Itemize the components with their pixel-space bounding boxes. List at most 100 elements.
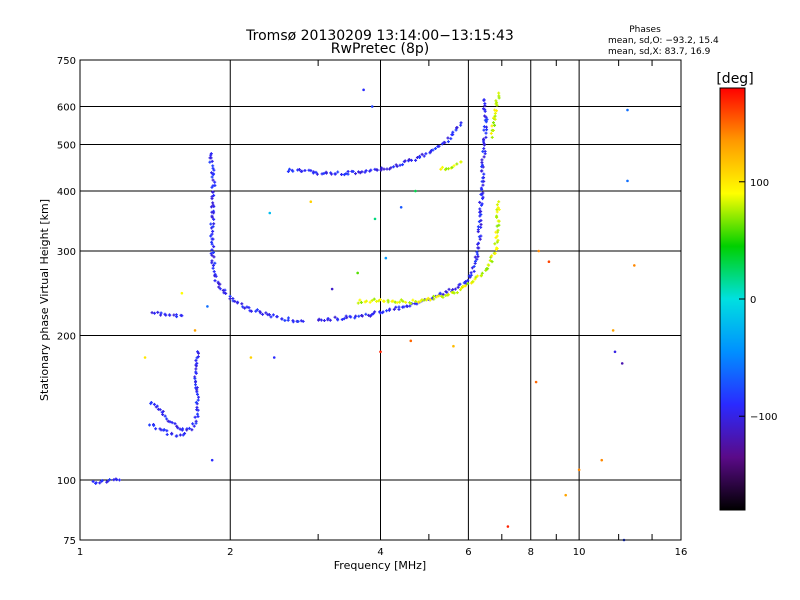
point-o [261, 312, 265, 316]
point-x [390, 299, 394, 303]
point-o [108, 478, 112, 482]
point-o [183, 432, 187, 436]
point-o [397, 305, 401, 309]
point-o [466, 278, 470, 282]
point-x [426, 296, 430, 300]
point-o [370, 313, 374, 317]
point-o [212, 255, 216, 259]
point-o [470, 266, 474, 270]
point-o [211, 166, 215, 170]
point-x [368, 300, 372, 304]
point-o [280, 317, 284, 321]
point-x [490, 135, 494, 139]
point-x [452, 164, 456, 168]
point-o [440, 142, 444, 146]
point-o [212, 222, 216, 226]
point-o [211, 190, 215, 194]
point-o [349, 315, 353, 319]
point-o [155, 404, 159, 408]
point-o [193, 375, 197, 379]
point-x [480, 271, 484, 275]
point-o [381, 310, 385, 314]
point-x [364, 299, 368, 303]
point-o [424, 152, 428, 156]
chart-subtitle: RwPretec (8p) [331, 41, 429, 57]
point-o [392, 165, 396, 169]
point-o [187, 426, 191, 430]
point-o [340, 318, 344, 322]
point-o [441, 292, 445, 296]
point-o [249, 309, 253, 313]
point-o [211, 229, 215, 233]
point-o [172, 313, 176, 317]
scatter-point [210, 458, 214, 462]
point-o [210, 232, 214, 236]
point-o [210, 253, 214, 257]
point-o [480, 165, 484, 169]
point-o [297, 168, 301, 172]
point-x [378, 298, 382, 302]
point-o [385, 167, 389, 171]
point-o [193, 415, 197, 419]
colorbar-tick-label: −100 [750, 412, 777, 423]
point-o [255, 308, 259, 312]
point-x [497, 223, 501, 227]
point-o [212, 194, 216, 198]
point-o [301, 319, 305, 323]
point-x [455, 291, 459, 295]
scatter-point [362, 88, 365, 92]
point-x [495, 224, 499, 228]
point-x [464, 284, 468, 288]
point-o [211, 164, 215, 168]
point-o [459, 121, 463, 125]
point-o [245, 305, 249, 309]
y-tick-label: 100 [57, 476, 76, 487]
point-o [407, 157, 411, 161]
point-x [432, 297, 436, 301]
point-o [210, 185, 214, 189]
point-o [165, 417, 169, 421]
point-o [382, 167, 386, 171]
point-x [494, 109, 498, 113]
point-o [210, 237, 214, 241]
point-o [482, 179, 486, 183]
point-o [241, 305, 245, 309]
point-o [482, 142, 486, 146]
point-x [494, 236, 498, 240]
point-o [375, 168, 379, 172]
point-o [170, 431, 174, 435]
point-o [213, 180, 217, 184]
point-x [497, 219, 501, 223]
point-x [495, 234, 499, 238]
point-o [115, 478, 119, 482]
point-o [354, 314, 358, 318]
point-o [479, 186, 483, 190]
x-axis-label: Frequency [MHz] [334, 559, 426, 572]
point-o [319, 318, 323, 322]
point-o [211, 266, 215, 270]
point-o [336, 170, 340, 174]
point-o [317, 317, 321, 321]
point-o [291, 169, 295, 173]
point-o [479, 225, 483, 229]
point-x [491, 128, 495, 132]
point-o [482, 147, 486, 151]
point-o [195, 386, 199, 390]
point-o [480, 161, 484, 165]
point-o [451, 130, 455, 134]
point-o [94, 481, 98, 485]
point-x [488, 259, 492, 263]
point-o [479, 213, 483, 217]
point-o [195, 361, 199, 365]
point-o [210, 175, 214, 179]
scatter-point [547, 260, 551, 264]
point-o [469, 273, 473, 277]
scatter-point [577, 468, 581, 472]
point-o [243, 306, 247, 310]
scatter-point [600, 458, 604, 462]
point-o [214, 274, 218, 278]
point-o [364, 312, 368, 316]
point-x [446, 167, 450, 171]
point-o [224, 291, 228, 295]
y-tick-label: 400 [57, 187, 76, 198]
